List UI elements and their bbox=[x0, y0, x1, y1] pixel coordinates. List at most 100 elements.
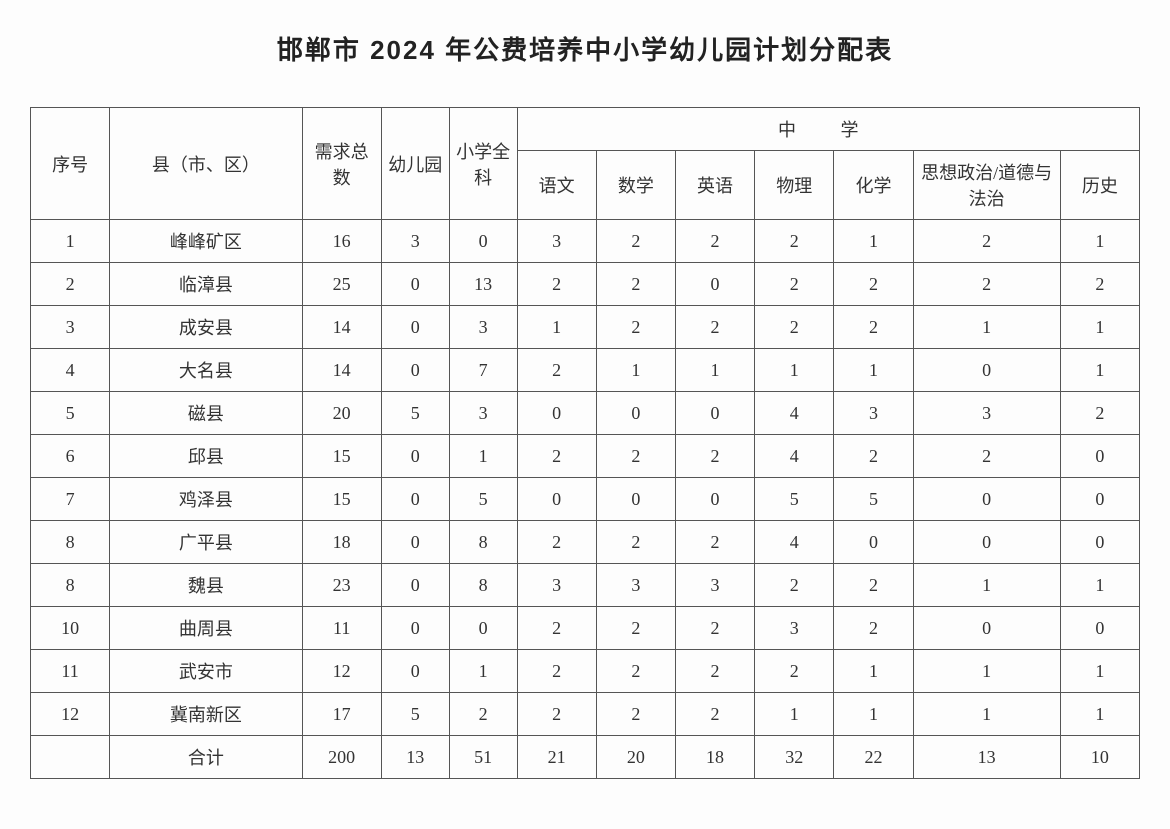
cell-shuxue: 0 bbox=[596, 392, 675, 435]
cell-prim: 0 bbox=[449, 220, 517, 263]
table-row: 1峰峰矿区16303222121 bbox=[31, 220, 1140, 263]
cell-sixiang: 1 bbox=[913, 693, 1060, 736]
cell-yuwen: 2 bbox=[517, 263, 596, 306]
cell-shuxue: 2 bbox=[596, 435, 675, 478]
cell-shuxue: 20 bbox=[596, 736, 675, 779]
cell-kg: 0 bbox=[381, 564, 449, 607]
table-row: 11武安市12012222111 bbox=[31, 650, 1140, 693]
cell-prim: 2 bbox=[449, 693, 517, 736]
cell-prim: 5 bbox=[449, 478, 517, 521]
cell-seq: 1 bbox=[31, 220, 110, 263]
cell-kg: 0 bbox=[381, 435, 449, 478]
cell-sixiang: 1 bbox=[913, 650, 1060, 693]
col-county: 县（市、区） bbox=[110, 108, 302, 220]
cell-huaxue: 2 bbox=[834, 306, 913, 349]
cell-prim: 1 bbox=[449, 435, 517, 478]
cell-seq: 8 bbox=[31, 564, 110, 607]
cell-yuwen: 21 bbox=[517, 736, 596, 779]
cell-demand: 20 bbox=[302, 392, 381, 435]
cell-huaxue: 3 bbox=[834, 392, 913, 435]
cell-county: 大名县 bbox=[110, 349, 302, 392]
cell-yuwen: 2 bbox=[517, 349, 596, 392]
cell-sixiang: 2 bbox=[913, 220, 1060, 263]
col-kindergarten: 幼儿园 bbox=[381, 108, 449, 220]
cell-seq: 7 bbox=[31, 478, 110, 521]
cell-huaxue: 1 bbox=[834, 693, 913, 736]
col-wuli: 物理 bbox=[755, 151, 834, 220]
cell-sixiang: 0 bbox=[913, 478, 1060, 521]
cell-prim: 51 bbox=[449, 736, 517, 779]
table-row: 7鸡泽县15050005500 bbox=[31, 478, 1140, 521]
cell-yingyu: 0 bbox=[675, 392, 754, 435]
cell-prim: 3 bbox=[449, 306, 517, 349]
cell-shuxue: 2 bbox=[596, 220, 675, 263]
cell-prim: 7 bbox=[449, 349, 517, 392]
cell-kg: 0 bbox=[381, 349, 449, 392]
cell-county: 峰峰矿区 bbox=[110, 220, 302, 263]
cell-wuli: 5 bbox=[755, 478, 834, 521]
page-title: 邯郸市 2024 年公费培养中小学幼儿园计划分配表 bbox=[30, 30, 1140, 67]
table-row: 4大名县14072111101 bbox=[31, 349, 1140, 392]
cell-demand: 16 bbox=[302, 220, 381, 263]
cell-huaxue: 1 bbox=[834, 650, 913, 693]
cell-huaxue: 2 bbox=[834, 607, 913, 650]
cell-huaxue: 0 bbox=[834, 521, 913, 564]
cell-prim: 0 bbox=[449, 607, 517, 650]
cell-kg: 0 bbox=[381, 263, 449, 306]
cell-sixiang: 2 bbox=[913, 263, 1060, 306]
cell-yingyu: 2 bbox=[675, 306, 754, 349]
col-yuwen: 语文 bbox=[517, 151, 596, 220]
cell-sixiang: 0 bbox=[913, 607, 1060, 650]
cell-prim: 8 bbox=[449, 564, 517, 607]
cell-demand: 23 bbox=[302, 564, 381, 607]
cell-yingyu: 0 bbox=[675, 263, 754, 306]
cell-demand: 18 bbox=[302, 521, 381, 564]
cell-county: 武安市 bbox=[110, 650, 302, 693]
cell-kg: 13 bbox=[381, 736, 449, 779]
cell-wuli: 2 bbox=[755, 263, 834, 306]
cell-shuxue: 2 bbox=[596, 263, 675, 306]
cell-county: 邱县 bbox=[110, 435, 302, 478]
cell-seq: 3 bbox=[31, 306, 110, 349]
cell-wuli: 32 bbox=[755, 736, 834, 779]
cell-shuxue: 3 bbox=[596, 564, 675, 607]
cell-lishi: 1 bbox=[1060, 564, 1139, 607]
col-sixiang: 思想政治/道德与法治 bbox=[913, 151, 1060, 220]
cell-seq: 12 bbox=[31, 693, 110, 736]
table-row: 2临漳县250132202222 bbox=[31, 263, 1140, 306]
cell-huaxue: 22 bbox=[834, 736, 913, 779]
table-row: 6邱县15012224220 bbox=[31, 435, 1140, 478]
cell-wuli: 4 bbox=[755, 392, 834, 435]
cell-lishi: 1 bbox=[1060, 220, 1139, 263]
cell-county: 鸡泽县 bbox=[110, 478, 302, 521]
cell-sixiang: 1 bbox=[913, 564, 1060, 607]
cell-prim: 8 bbox=[449, 521, 517, 564]
cell-wuli: 1 bbox=[755, 693, 834, 736]
cell-yingyu: 2 bbox=[675, 521, 754, 564]
cell-demand: 12 bbox=[302, 650, 381, 693]
cell-lishi: 0 bbox=[1060, 607, 1139, 650]
cell-yuwen: 1 bbox=[517, 306, 596, 349]
cell-seq: 6 bbox=[31, 435, 110, 478]
cell-shuxue: 0 bbox=[596, 478, 675, 521]
cell-kg: 0 bbox=[381, 478, 449, 521]
cell-sixiang: 3 bbox=[913, 392, 1060, 435]
header-row-1: 序号 县（市、区） 需求总数 幼儿园 小学全科 中 学 bbox=[31, 108, 1140, 151]
cell-lishi: 2 bbox=[1060, 263, 1139, 306]
cell-lishi: 1 bbox=[1060, 306, 1139, 349]
cell-seq: 2 bbox=[31, 263, 110, 306]
col-shuxue: 数学 bbox=[596, 151, 675, 220]
cell-wuli: 4 bbox=[755, 521, 834, 564]
cell-demand: 14 bbox=[302, 306, 381, 349]
cell-seq: 8 bbox=[31, 521, 110, 564]
cell-wuli: 2 bbox=[755, 564, 834, 607]
cell-sixiang: 0 bbox=[913, 521, 1060, 564]
cell-demand: 11 bbox=[302, 607, 381, 650]
cell-yuwen: 2 bbox=[517, 607, 596, 650]
cell-seq bbox=[31, 736, 110, 779]
table-row: 10曲周县11002223200 bbox=[31, 607, 1140, 650]
cell-yingyu: 2 bbox=[675, 650, 754, 693]
cell-shuxue: 2 bbox=[596, 650, 675, 693]
cell-yingyu: 18 bbox=[675, 736, 754, 779]
cell-shuxue: 2 bbox=[596, 607, 675, 650]
